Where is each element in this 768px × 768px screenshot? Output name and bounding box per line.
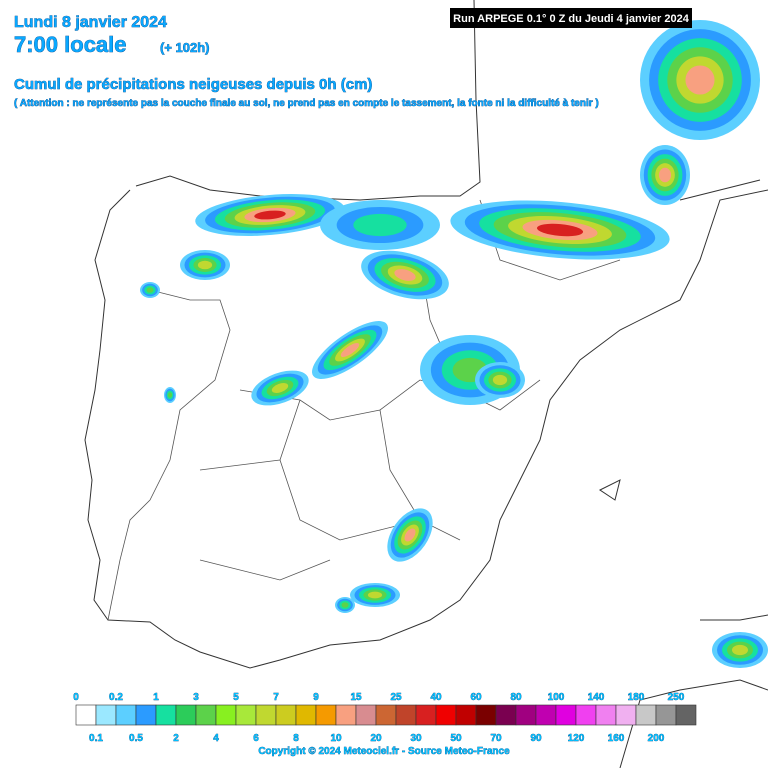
time: 7:00 locale: [14, 32, 127, 57]
legend-label: 20: [370, 733, 382, 744]
legend-swatch: [95, 704, 117, 726]
legend-label: 15: [350, 692, 362, 703]
legend-swatch: [275, 704, 297, 726]
snow-area: [271, 383, 289, 393]
legend-swatch: [75, 704, 97, 726]
snow-area: [353, 213, 407, 237]
legend-swatch: [635, 704, 657, 726]
date: Lundi 8 janvier 2024: [14, 14, 167, 31]
legend-swatch: [375, 704, 397, 726]
legend-swatch: [255, 704, 277, 726]
snow-area: [404, 528, 416, 542]
legend-swatch: [195, 704, 217, 726]
map-note: ( Attention : ne représente pas la couch…: [14, 98, 599, 109]
legend-swatch: [475, 704, 497, 726]
snow-area: [367, 591, 383, 599]
legend-label: 140: [588, 692, 605, 703]
legend-label: 0.5: [129, 733, 143, 744]
legend-label: 7: [273, 692, 279, 703]
legend-label: 80: [510, 692, 522, 703]
legend: 0 0.1 0.2 0.5 1 2 3 4 5 6 7 8 9 10 15 20 25 30 40 50 60 70 80 9…: [73, 692, 697, 744]
legend-swatch: [295, 704, 317, 726]
snow-area: [197, 260, 213, 270]
lead-time: (+ 102h): [160, 40, 210, 55]
legend-label: 180: [628, 692, 645, 703]
legend-swatch: [215, 704, 237, 726]
legend-swatch: [575, 704, 597, 726]
legend-swatch: [315, 704, 337, 726]
legend-swatch: [155, 704, 177, 726]
snow-area: [685, 65, 715, 95]
run-label: Run ARPEGE 0.1° 0 Z du Jeudi 4 janvier 2…: [453, 13, 690, 25]
legend-swatch: [415, 704, 437, 726]
legend-swatch: [135, 704, 157, 726]
run-banner: [450, 8, 692, 28]
legend-label: 5: [233, 692, 239, 703]
legend-label: 90: [530, 733, 542, 744]
legend-label: 120: [568, 733, 585, 744]
legend-label: 10: [330, 733, 342, 744]
legend-label: 200: [648, 733, 665, 744]
legend-label: 0.1: [89, 733, 103, 744]
legend-label: 3: [193, 692, 199, 703]
snow-areas: [140, 20, 768, 668]
legend-label: 0.2: [109, 692, 123, 703]
legend-swatch: [495, 704, 517, 726]
legend-label: 2: [173, 733, 179, 744]
snow-area: [394, 269, 416, 281]
legend-label: 1: [153, 692, 159, 703]
legend-swatch: [175, 704, 197, 726]
map-title: Cumul de précipitations neigeuses depuis…: [14, 76, 372, 93]
geography: [84, 0, 768, 768]
legend-swatch: [395, 704, 417, 726]
legend-label: 8: [293, 733, 299, 744]
snow-area: [536, 223, 584, 237]
legend-label: 40: [430, 692, 442, 703]
legend-label: 0: [73, 692, 79, 703]
legend-swatch: [335, 704, 357, 726]
snow-area: [732, 644, 748, 656]
legend-label: 60: [470, 692, 482, 703]
legend-swatch: [355, 704, 377, 726]
legend-swatch: [595, 704, 617, 726]
legend-swatch: [435, 704, 457, 726]
snow-area: [146, 287, 154, 293]
legend-swatch: [615, 704, 637, 726]
snow-area: [341, 602, 349, 608]
legend-swatch: [235, 704, 257, 726]
legend-swatch: [555, 704, 577, 726]
copyright: Copyright © 2024 Meteociel.fr - Source M…: [258, 746, 510, 757]
legend-swatch: [115, 704, 137, 726]
snow-area: [658, 167, 672, 183]
snow-area: [340, 342, 360, 358]
legend-label: 250: [668, 692, 685, 703]
legend-label: 70: [490, 733, 502, 744]
legend-label: 160: [608, 733, 625, 744]
snow-area: [167, 392, 173, 398]
legend-label: 25: [390, 692, 402, 703]
legend-swatch: [675, 704, 697, 726]
legend-label: 6: [253, 733, 259, 744]
legend-swatch: [515, 704, 537, 726]
legend-label: 30: [410, 733, 422, 744]
legend-label: 4: [213, 733, 219, 744]
legend-swatch: [655, 704, 677, 726]
legend-swatch: [535, 704, 557, 726]
legend-swatch: [455, 704, 477, 726]
legend-label: 100: [548, 692, 565, 703]
legend-label: 9: [313, 692, 319, 703]
snow-area: [254, 210, 286, 220]
legend-label: 50: [450, 733, 462, 744]
snow-area: [492, 374, 508, 386]
